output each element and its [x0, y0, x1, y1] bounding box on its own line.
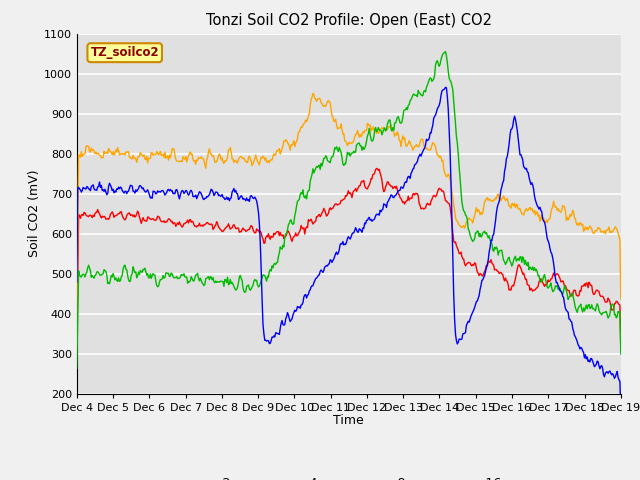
Legend: -2cm, -4cm, -8cm, -16cm: -2cm, -4cm, -8cm, -16cm: [172, 472, 526, 480]
Y-axis label: Soil CO2 (mV): Soil CO2 (mV): [28, 170, 41, 257]
Text: TZ_soilco2: TZ_soilco2: [90, 46, 159, 59]
X-axis label: Time: Time: [333, 414, 364, 427]
Title: Tonzi Soil CO2 Profile: Open (East) CO2: Tonzi Soil CO2 Profile: Open (East) CO2: [206, 13, 492, 28]
